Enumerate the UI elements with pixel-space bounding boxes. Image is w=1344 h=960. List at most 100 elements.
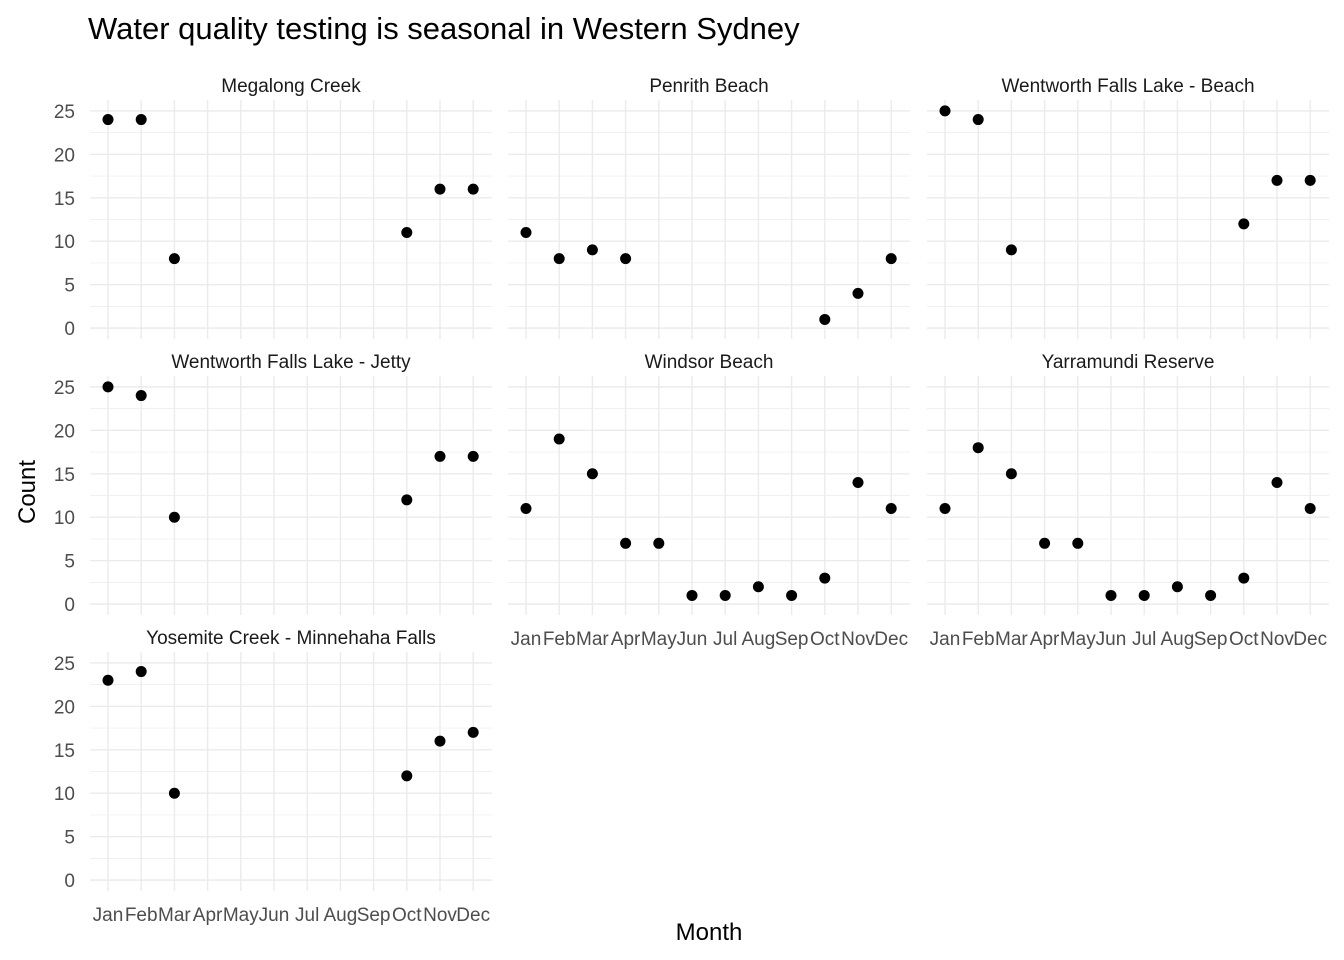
data-point <box>553 253 565 265</box>
data-point <box>1039 537 1051 549</box>
x-tick-label: Apr <box>611 629 641 650</box>
data-point <box>939 503 951 515</box>
x-tick-label: Aug <box>741 629 775 650</box>
y-tick-label: 0 <box>64 871 75 892</box>
data-point <box>852 287 864 299</box>
facet-panels: Megalong Creek 0 5 10 15 20 25 Penrith Beach Wen… <box>54 76 1329 926</box>
data-point <box>1304 174 1316 186</box>
facet-strip-label: Yarramundi Reserve <box>1042 352 1215 373</box>
facet-panel-windsor-beach: Windsor Beach Jan Feb Mar Apr May Jun Jul Aug Sep… <box>508 352 910 650</box>
y-tick-label: 15 <box>54 465 75 486</box>
data-point <box>786 589 798 601</box>
y-tick-label: 15 <box>54 189 75 210</box>
data-point <box>135 666 147 678</box>
y-tick-label: 20 <box>54 145 75 166</box>
data-point <box>102 674 114 686</box>
facet-panel-wentworth-falls-lake-jetty: Wentworth Falls Lake - Jetty 0 5 10 15 20 25 <box>54 352 492 616</box>
chart-title: Water quality testing is seasonal in Wes… <box>88 11 800 46</box>
data-point <box>401 770 413 782</box>
y-tick-label: 0 <box>64 595 75 616</box>
data-point <box>1105 589 1117 601</box>
data-point <box>586 244 598 256</box>
x-tick-label: Jul <box>1132 629 1156 650</box>
facet-panel-yarramundi-reserve: Yarramundi Reserve Jan Feb Mar Apr May Jun Jul A… <box>927 352 1329 650</box>
x-tick-label: Feb <box>125 905 158 926</box>
y-tick-label: 10 <box>54 784 75 805</box>
x-tick-label: Aug <box>323 905 357 926</box>
x-tick-label: May <box>1060 629 1096 650</box>
data-point <box>1238 218 1250 230</box>
x-tick-label: Sep <box>775 629 809 650</box>
facet-strip-label: Wentworth Falls Lake - Jetty <box>171 352 411 373</box>
data-point <box>1238 572 1250 584</box>
x-tick-label: Dec <box>1293 629 1327 650</box>
x-tick-label: Dec <box>874 629 908 650</box>
data-point <box>586 468 598 480</box>
data-point <box>135 390 147 402</box>
data-point <box>1205 589 1217 601</box>
x-tick-label: Mar <box>576 629 609 650</box>
data-point <box>819 313 831 325</box>
data-point <box>686 589 698 601</box>
y-tick-label: 5 <box>64 552 75 573</box>
data-point <box>135 114 147 126</box>
facet-panel-yosemite-creek-minnehaha-falls: Yosemite Creek - Minnehaha Falls 0 5 10 15 20… <box>54 628 492 926</box>
y-tick-label: 25 <box>54 102 75 123</box>
data-point <box>719 589 731 601</box>
x-tick-label: Jan <box>93 905 124 926</box>
data-point <box>467 450 479 462</box>
data-point <box>620 253 632 265</box>
data-point <box>102 381 114 393</box>
x-tick-label: Apr <box>1030 629 1060 650</box>
data-point <box>1304 503 1316 515</box>
x-tick-label: Nov <box>423 905 457 926</box>
y-tick-label: 20 <box>54 421 75 442</box>
facet-strip-label: Wentworth Falls Lake - Beach <box>1001 76 1254 97</box>
data-point <box>1072 537 1084 549</box>
facet-panel-wentworth-falls-lake-beach: Wentworth Falls Lake - Beach <box>927 76 1329 339</box>
data-point <box>168 511 180 523</box>
x-tick-label: May <box>223 905 259 926</box>
x-tick-label: Nov <box>1260 629 1294 650</box>
facet-strip-label: Yosemite Creek - Minnehaha Falls <box>146 628 436 649</box>
y-tick-label: 15 <box>54 741 75 762</box>
x-axis-title: Month <box>676 919 743 946</box>
facet-panel-megalong-creek: Megalong Creek 0 5 10 15 20 25 <box>54 76 492 340</box>
y-tick-label: 25 <box>54 378 75 399</box>
y-tick-label: 5 <box>64 276 75 297</box>
data-point <box>653 537 665 549</box>
data-point <box>1271 174 1283 186</box>
x-tick-label: Oct <box>810 629 840 650</box>
data-point <box>972 442 984 454</box>
facet-panel-penrith-beach: Penrith Beach <box>508 76 910 339</box>
x-tick-label: Mar <box>158 905 191 926</box>
data-point <box>972 114 984 126</box>
y-tick-label: 10 <box>54 508 75 529</box>
data-point <box>434 183 446 195</box>
data-point <box>520 227 532 239</box>
x-tick-label: Jul <box>295 905 319 926</box>
data-point <box>1138 589 1150 601</box>
x-tick-label: Aug <box>1160 629 1194 650</box>
data-point <box>939 105 951 117</box>
data-point <box>401 494 413 506</box>
data-point <box>1271 476 1283 488</box>
data-point <box>1005 244 1017 256</box>
y-axis-title: Count <box>14 460 41 524</box>
x-tick-label: Sep <box>1194 629 1228 650</box>
y-tick-label: 20 <box>54 697 75 718</box>
data-point <box>1005 468 1017 480</box>
data-point <box>467 726 479 738</box>
x-tick-label: Feb <box>543 629 576 650</box>
x-tick-label: Oct <box>1229 629 1259 650</box>
x-tick-label: Jun <box>1096 629 1127 650</box>
facet-strip-label: Megalong Creek <box>221 76 361 97</box>
x-tick-label: Jan <box>511 629 542 650</box>
x-tick-label: May <box>641 629 677 650</box>
x-tick-label: Sep <box>357 905 391 926</box>
y-tick-label: 5 <box>64 828 75 849</box>
y-tick-label: 10 <box>54 232 75 253</box>
data-point <box>852 476 864 488</box>
